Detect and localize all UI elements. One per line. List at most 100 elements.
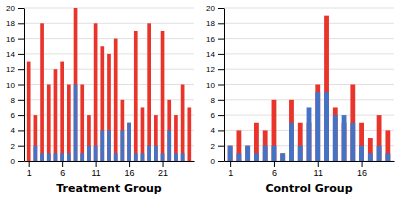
tick-label: 18 bbox=[206, 19, 215, 28]
tick-label: 14 bbox=[6, 50, 15, 59]
bar bbox=[141, 153, 145, 161]
tick-mark bbox=[218, 8, 224, 9]
grid-line bbox=[224, 99, 394, 100]
grid-line bbox=[224, 84, 394, 85]
bar bbox=[114, 153, 118, 161]
tick: 6 bbox=[272, 161, 277, 178]
grid-line bbox=[224, 23, 394, 24]
bars bbox=[27, 8, 191, 161]
tick: 4 bbox=[211, 126, 224, 135]
tick-label: 21 bbox=[158, 168, 168, 178]
bar bbox=[254, 123, 259, 161]
bar bbox=[307, 107, 312, 161]
tick: 8 bbox=[11, 96, 24, 105]
tick-mark bbox=[18, 130, 24, 131]
bar bbox=[54, 153, 58, 161]
axis-line bbox=[225, 161, 395, 162]
bar bbox=[263, 130, 268, 161]
tick: 16 bbox=[357, 161, 367, 178]
tick: 18 bbox=[206, 19, 224, 28]
series bbox=[27, 8, 191, 161]
tick-mark bbox=[18, 85, 24, 86]
tick: 0 bbox=[211, 157, 224, 166]
tick-mark bbox=[18, 8, 24, 9]
tick-label: 4 bbox=[211, 126, 216, 135]
tick-label: 16 bbox=[357, 168, 367, 178]
series bbox=[34, 85, 185, 162]
series bbox=[228, 92, 391, 161]
bar bbox=[94, 23, 98, 161]
tick: 20 bbox=[206, 4, 224, 13]
tick: 6 bbox=[211, 111, 224, 120]
bar bbox=[127, 123, 131, 161]
tick-mark bbox=[318, 161, 319, 167]
bar bbox=[181, 153, 185, 161]
bar bbox=[47, 85, 51, 162]
bar bbox=[134, 153, 138, 161]
axis-line bbox=[25, 161, 195, 162]
bar bbox=[147, 23, 151, 161]
tick: 16 bbox=[125, 161, 135, 178]
bar bbox=[80, 85, 84, 162]
bar bbox=[27, 161, 31, 162]
bar bbox=[236, 153, 241, 161]
tick-mark bbox=[18, 146, 24, 147]
tick-label: 10 bbox=[6, 81, 15, 90]
bars bbox=[228, 16, 391, 161]
series bbox=[228, 16, 391, 161]
bar bbox=[350, 85, 355, 162]
tick-label: 6 bbox=[11, 111, 16, 120]
bar bbox=[60, 153, 64, 161]
tick-mark bbox=[18, 115, 24, 116]
tick-mark bbox=[163, 161, 164, 167]
bar bbox=[187, 161, 191, 162]
bar bbox=[245, 146, 250, 161]
tick: 20 bbox=[6, 4, 24, 13]
tick-mark bbox=[18, 39, 24, 40]
axis-label: Treatment Group bbox=[56, 182, 162, 195]
tick-mark bbox=[218, 39, 224, 40]
tick-mark bbox=[230, 161, 231, 167]
grid-line bbox=[224, 53, 394, 54]
tick: 11 bbox=[314, 161, 323, 178]
tick-mark bbox=[18, 23, 24, 24]
bar bbox=[100, 130, 104, 161]
tick: 6 bbox=[11, 111, 24, 120]
tick: 0 bbox=[11, 157, 24, 166]
bar bbox=[107, 130, 111, 161]
bar bbox=[161, 31, 165, 161]
bar bbox=[34, 115, 38, 161]
bar bbox=[161, 153, 165, 161]
grid-line bbox=[224, 38, 394, 39]
tick-label: 16 bbox=[6, 35, 15, 44]
bar bbox=[80, 153, 84, 161]
y-axis: 02468101214161820 bbox=[6, 4, 24, 166]
grid-line bbox=[224, 69, 394, 70]
tick-mark bbox=[218, 85, 224, 86]
bar bbox=[324, 16, 329, 161]
tick: 1 bbox=[228, 161, 233, 178]
bar bbox=[289, 100, 294, 161]
bar bbox=[167, 100, 171, 161]
tick-label: 16 bbox=[206, 35, 215, 44]
bar bbox=[385, 130, 390, 161]
tick-mark bbox=[218, 146, 224, 147]
bar bbox=[342, 115, 347, 161]
x-axis: 16111621 bbox=[25, 161, 195, 178]
bar bbox=[350, 123, 355, 161]
tick-label: 11 bbox=[91, 168, 100, 178]
bar bbox=[174, 115, 178, 161]
bar bbox=[254, 153, 259, 161]
tick: 10 bbox=[6, 81, 24, 90]
tick-label: 12 bbox=[6, 65, 15, 74]
bar bbox=[245, 146, 250, 161]
bar bbox=[121, 130, 125, 161]
tick-label: 12 bbox=[206, 65, 215, 74]
tick-mark bbox=[18, 69, 24, 70]
bar bbox=[315, 85, 320, 162]
y-axis: 02468101214161820 bbox=[206, 4, 224, 166]
bar bbox=[100, 46, 104, 161]
bar bbox=[87, 146, 91, 161]
bar bbox=[27, 62, 31, 161]
bar bbox=[272, 100, 277, 161]
